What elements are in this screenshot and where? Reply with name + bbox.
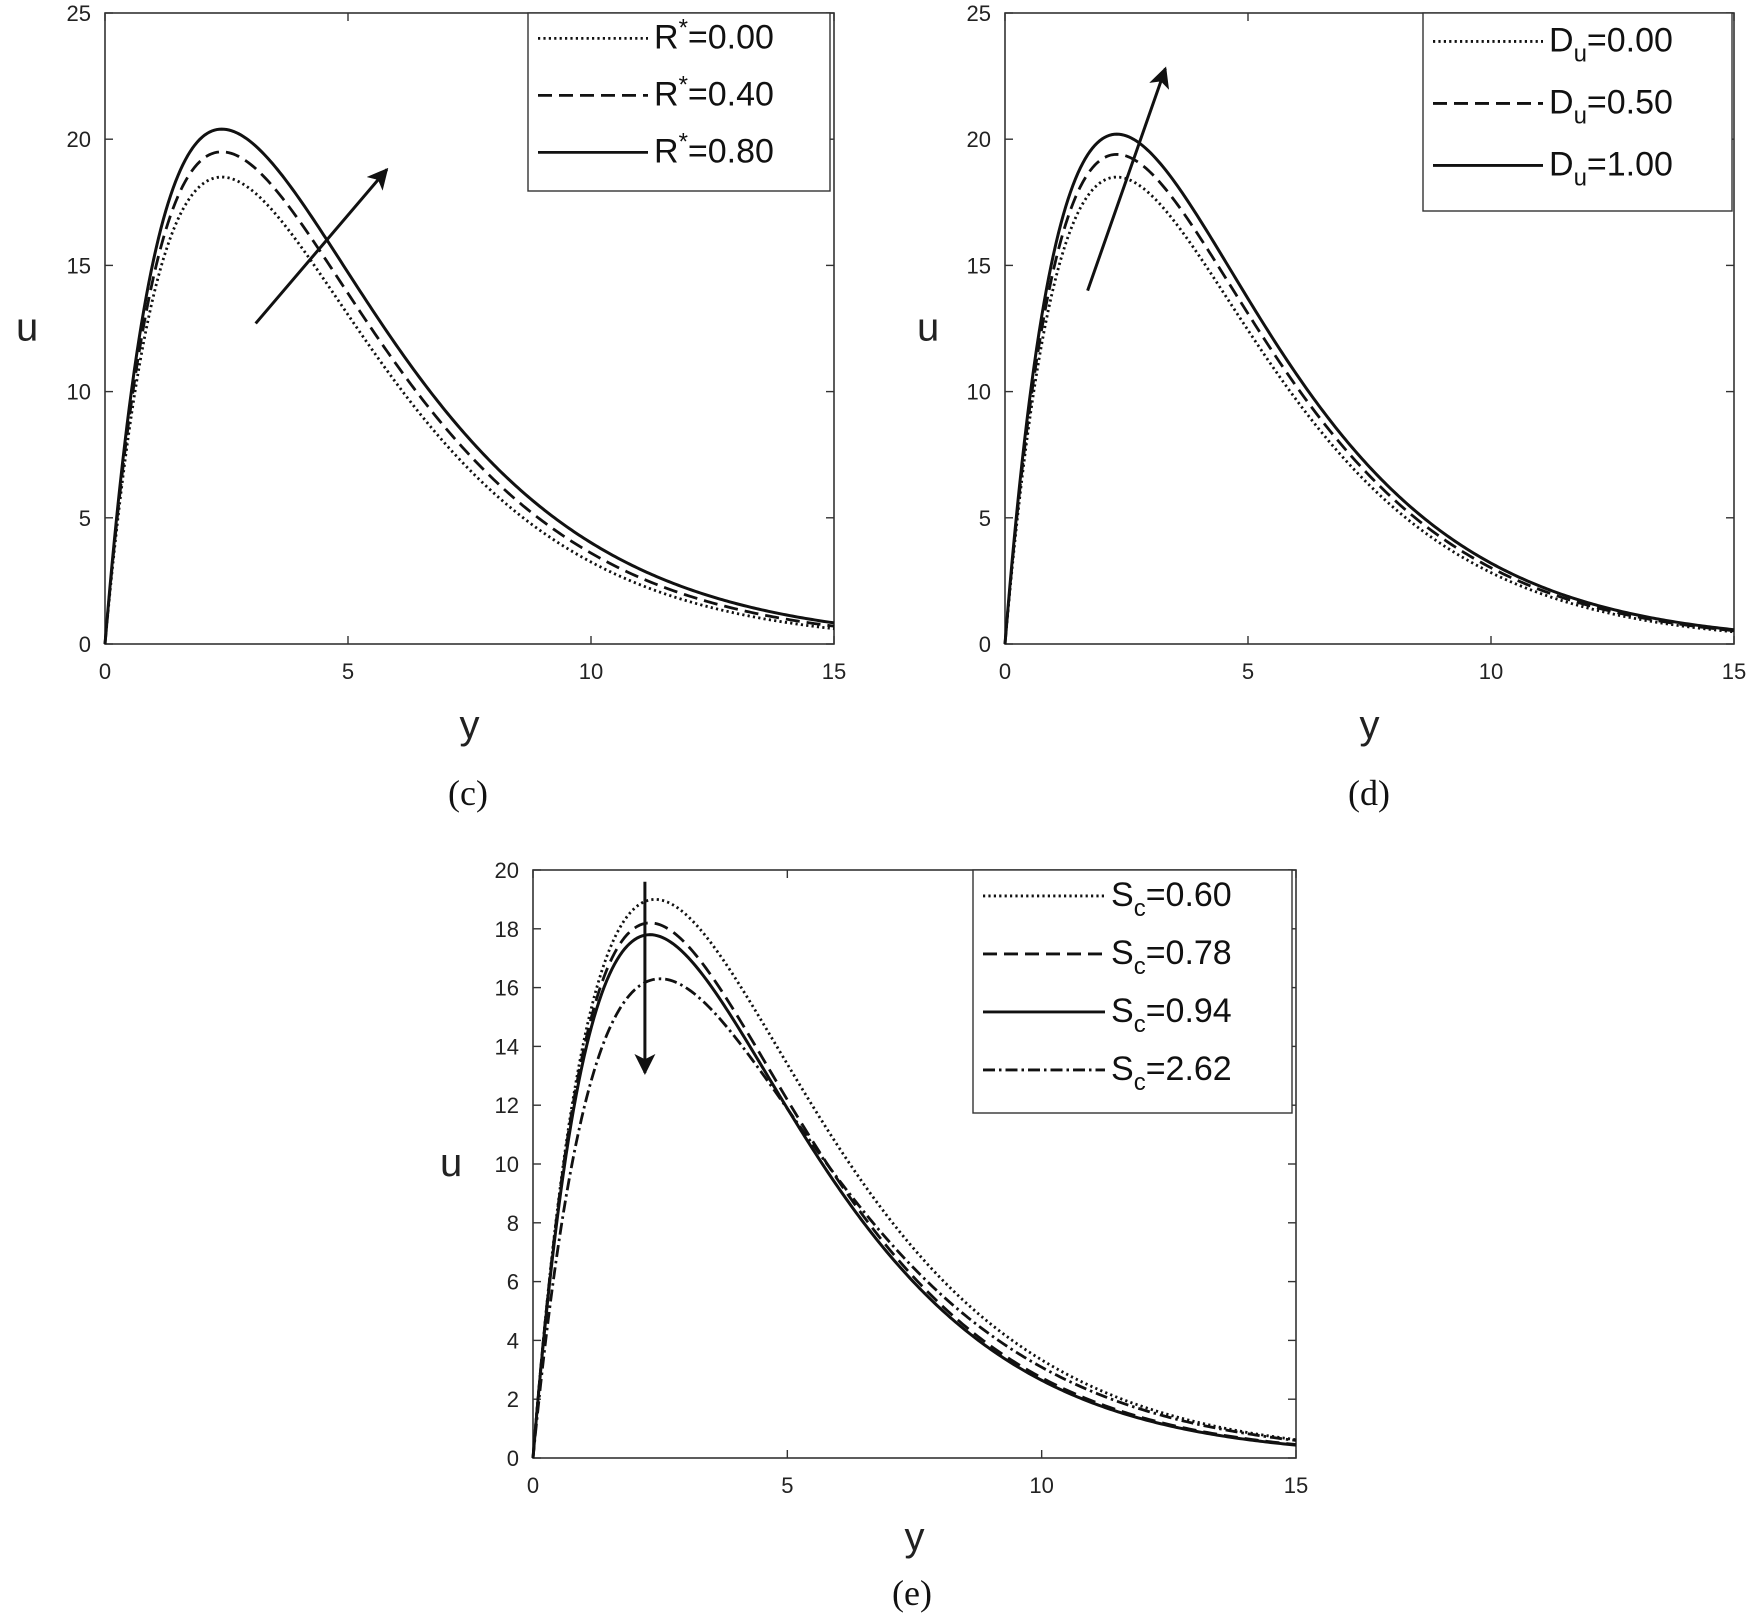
legend-entry: Sc=0.94 [1111,992,1232,1038]
x-tick-label: 10 [1479,659,1503,684]
x-tick-label: 0 [99,659,111,684]
legend: Du=0.00 Du=0.50 Du=1.00 [1422,12,1733,212]
y-tick-label: 4 [507,1328,519,1353]
y-tick-label: 20 [67,127,91,152]
panel-c: 0 5 10 15 0 5 10 15 20 25 y u R*=0.00 R*=0.40 R*=0.80 (… [16,1,846,813]
legend-entry: R*=0.40 [654,71,774,113]
panel-e: 0 5 10 1502468101214161820yuSc=0.60Sc=0.78S… [440,858,1308,1613]
x-tick-label: 15 [822,659,846,684]
y-tick-label: 15 [967,253,991,278]
series-line-4 [531,977,1297,1459]
x-axis-label: y [1360,703,1380,747]
series-line-3 [103,127,835,645]
series-line-2 [103,150,835,645]
panel-caption: (c) [448,773,488,813]
legend-entry: Sc=0.78 [1111,934,1232,980]
legend-entry: Sc=0.60 [1111,876,1232,922]
panel-caption: (e) [892,1573,932,1613]
y-tick-label: 20 [495,858,519,883]
x-tick-label: 5 [342,659,354,684]
legend-entry: Du=1.00 [1549,145,1673,191]
legend-box [527,12,831,192]
y-tick-label: 16 [495,976,519,1001]
y-tick-label: 18 [495,917,519,942]
axes-box [104,12,835,645]
y-tick-label: 10 [495,1152,519,1177]
legend-entry: Sc=2.62 [1111,1050,1232,1096]
series-line-3 [1003,132,1735,645]
y-tick-label: 20 [967,127,991,152]
y-tick-label: 10 [67,380,91,405]
series-line-3 [531,933,1297,1459]
y-tick-label: 14 [495,1034,519,1059]
legend-entry: R*=0.00 [654,14,774,56]
y-tick-label: 25 [967,1,991,26]
legend-entry: Du=0.50 [1549,83,1673,129]
y-axis-label: u [917,306,939,350]
x-tick-label: 5 [781,1473,793,1498]
panel-caption: (d) [1348,773,1390,813]
x-tick-label: 5 [1242,659,1254,684]
y-tick-label: 0 [979,632,991,657]
legend-box [1422,12,1733,212]
y-tick-label: 25 [67,1,91,26]
y-tick-label: 6 [507,1270,519,1295]
panel-d: 0 5 10 15 0 5 10 15 20 25 y u Du=0.00 Du=0.50 Du=1.00 (… [917,1,1746,813]
legend: Sc=0.60 Sc=0.78 Sc=0.94 Sc=2.62 [972,869,1293,1114]
trend-arrow [254,167,389,325]
x-axis-label: y [460,703,480,747]
axes-box [1004,12,1735,645]
y-tick-label: 0 [79,632,91,657]
x-tick-label: 10 [1029,1473,1053,1498]
x-axis-label: y [905,1515,925,1559]
y-tick-label: 12 [495,1093,519,1118]
x-tick-label: 10 [579,659,603,684]
y-tick-label: 0 [507,1446,519,1471]
legend-box [972,869,1293,1114]
series-line-2 [1003,152,1735,645]
x-tick-label: 0 [999,659,1011,684]
y-tick-label: 10 [967,380,991,405]
y-axis-label: u [440,1141,462,1185]
y-tick-label: 5 [979,506,991,531]
series-line-1 [103,175,835,645]
series-line-1 [1003,175,1735,645]
x-tick-label: 15 [1284,1473,1308,1498]
legend: R*=0.00 R*=0.40 R*=0.80 [527,12,831,192]
y-tick-label: 15 [67,253,91,278]
y-tick-label: 5 [79,506,91,531]
y-axis-label: u [16,306,38,350]
legend-entry: R*=0.80 [654,128,774,170]
legend-entry: Du=0.00 [1549,21,1673,67]
trend-arrow [1086,66,1170,292]
x-tick-label: 15 [1722,659,1746,684]
y-tick-label: 8 [507,1211,519,1236]
y-tick-label: 2 [507,1387,519,1412]
x-tick-label: 0 [527,1473,539,1498]
